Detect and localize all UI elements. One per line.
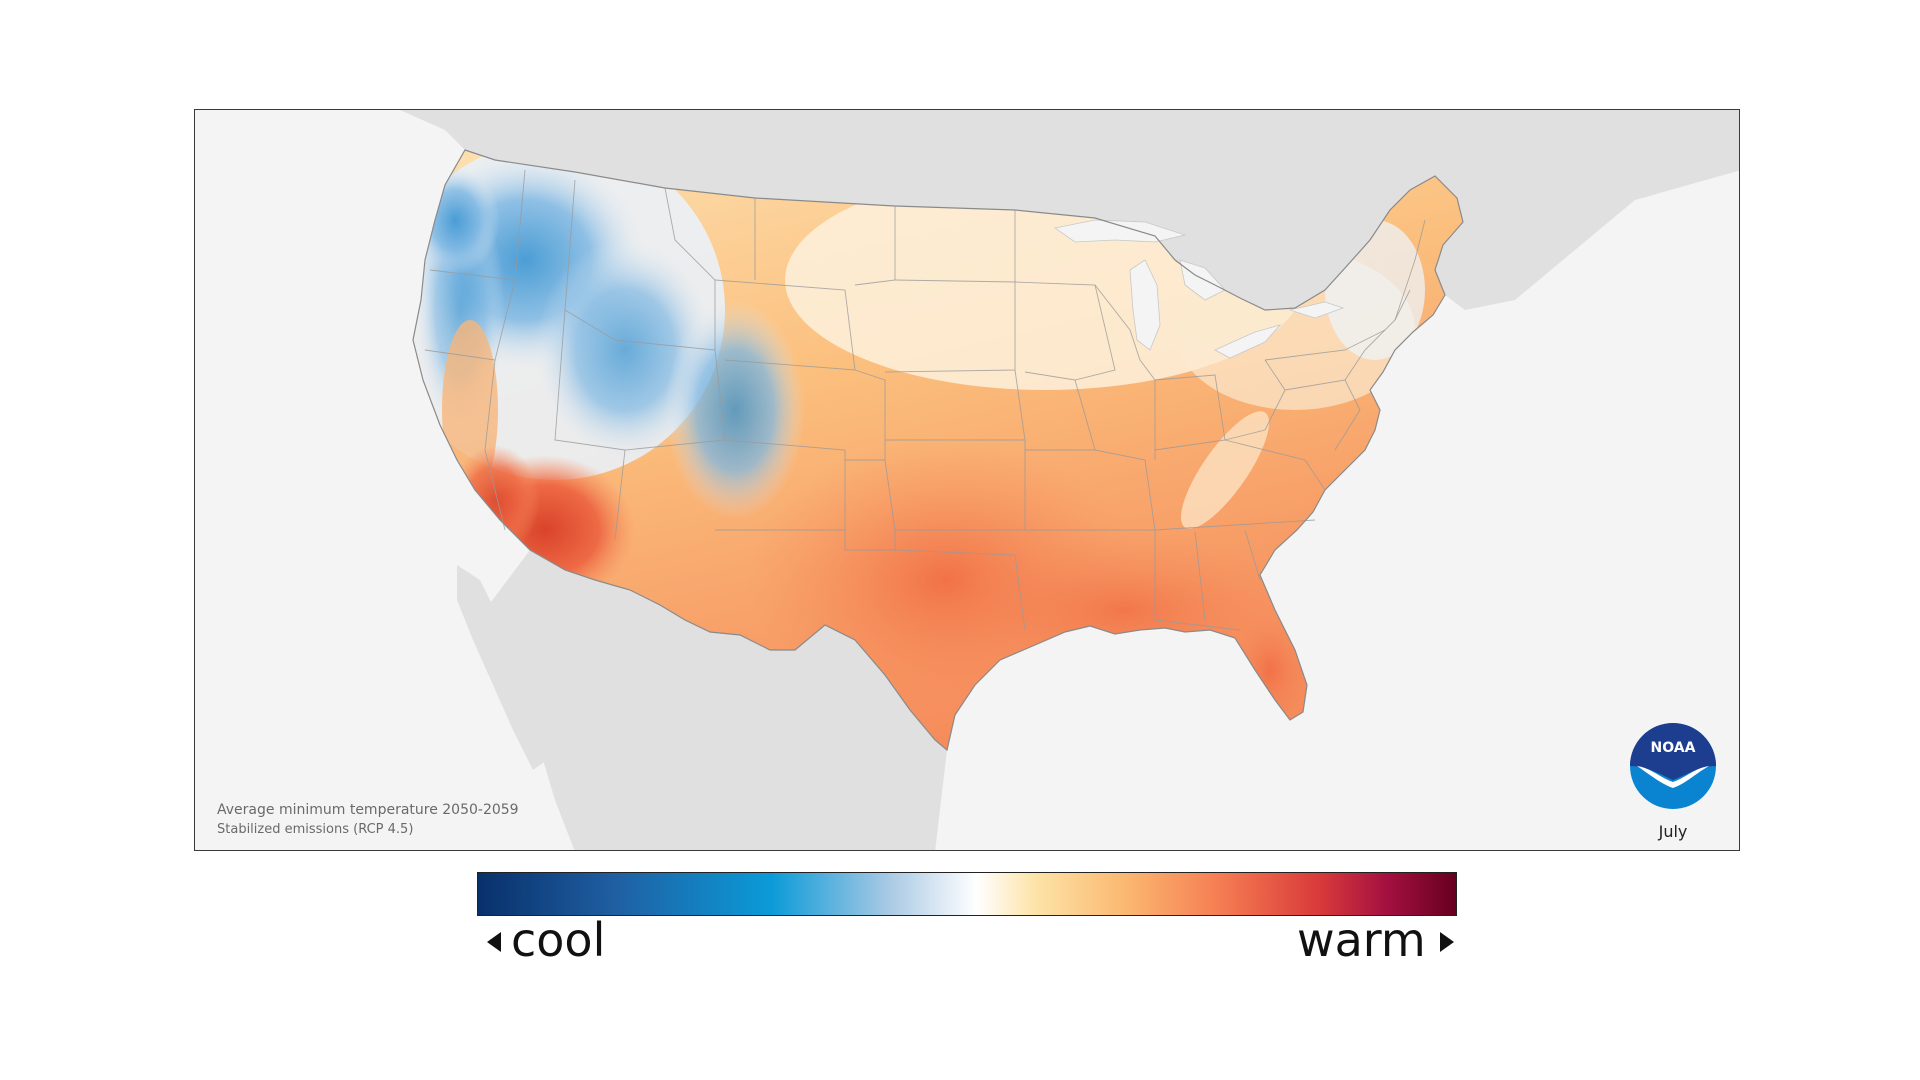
- noaa-logo-icon: NOAA: [1630, 723, 1716, 809]
- legend-cool-group: cool: [487, 912, 605, 968]
- legend-warm-group: warm: [1297, 912, 1454, 968]
- map-panel: Average minimum temperature 2050-2059 St…: [194, 109, 1740, 851]
- right-arrow-icon: [1439, 931, 1454, 952]
- left-arrow-icon: [487, 931, 501, 952]
- month-label: July: [1658, 822, 1688, 841]
- us-temperature-map: [400, 110, 1739, 850]
- legend-cool-label: cool: [511, 913, 606, 967]
- baja-peninsula: [457, 565, 547, 770]
- map-caption-title: Average minimum temperature 2050-2059: [217, 802, 519, 818]
- legend-warm-label: warm: [1297, 913, 1426, 967]
- map-caption-subtitle: Stabilized emissions (RCP 4.5): [217, 822, 414, 837]
- canada-landmass: [400, 110, 1739, 310]
- mexico-landmass: [485, 550, 947, 850]
- temperature-colorbar: [477, 872, 1457, 916]
- noaa-logo-text: NOAA: [1651, 740, 1696, 756]
- state-borders: [424, 169, 1426, 631]
- great-lakes: [1054, 219, 1345, 359]
